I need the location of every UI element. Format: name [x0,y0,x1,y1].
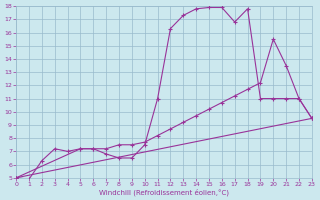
X-axis label: Windchill (Refroidissement éolien,°C): Windchill (Refroidissement éolien,°C) [99,188,229,196]
